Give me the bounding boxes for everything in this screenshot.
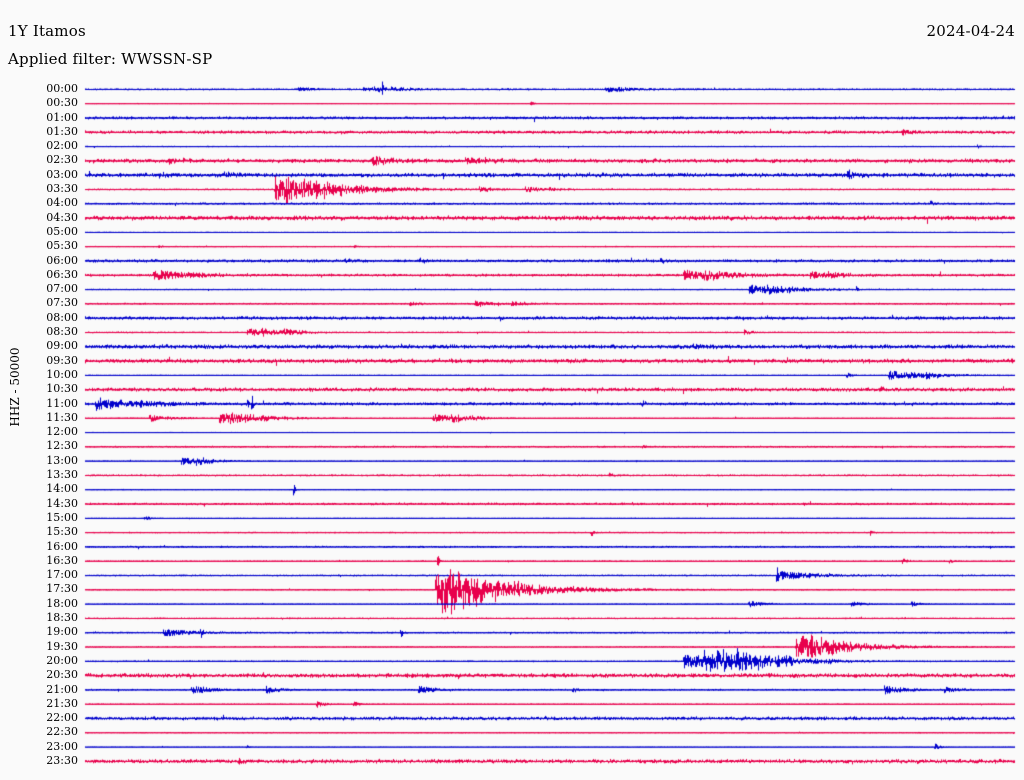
time-axis-label: 16:30 [46,553,78,567]
time-axis-label: 23:30 [46,754,78,767]
time-axis-label: 08:00 [46,310,78,324]
time-axis-label: 07:30 [46,296,78,310]
time-axis-label: 21:30 [46,696,78,710]
time-axis-label: 00:00 [46,82,78,95]
time-axis-label: 10:00 [46,367,78,381]
time-axis-label: 12:00 [46,425,78,439]
time-axis-label: 16:00 [46,539,78,553]
time-axis-label: 21:00 [46,682,78,696]
time-axis-label: 15:00 [46,510,78,524]
time-axis-label: 06:00 [46,253,78,267]
time-axis-label: 02:30 [46,153,78,167]
applied-filter-label: Applied filter: WWSSN-SP [8,50,213,68]
time-axis-label: 15:30 [46,525,78,539]
time-axis-label: 09:30 [46,353,78,367]
time-axis-label: 13:30 [46,468,78,482]
time-axis-label: 19:00 [46,625,78,639]
time-axis-label: 11:00 [46,396,78,410]
time-axis-label: 05:00 [46,224,78,238]
time-axis-label: 08:30 [46,325,78,339]
time-axis-label: 17:00 [46,568,78,582]
time-axis-label: 11:30 [46,410,78,424]
time-axis-label: 13:00 [46,453,78,467]
time-axis-label: 02:00 [46,139,78,153]
time-axis-label: 06:30 [46,267,78,281]
time-axis-label: 14:30 [46,496,78,510]
time-axis-label: 05:30 [46,239,78,253]
time-axis-label: 03:00 [46,167,78,181]
time-axis-label: 01:30 [46,124,78,138]
time-axis-label: 01:00 [46,110,78,124]
time-axis-label: 04:30 [46,210,78,224]
time-axis-label: 18:00 [46,596,78,610]
time-axis-label: 07:00 [46,282,78,296]
time-axis: 00:00 00:30 01:00 01:30 02:00 02:30 03:00 03:30… [0,0,78,780]
time-axis-label: 04:00 [46,196,78,210]
date-label: 2024-04-24 [926,22,1015,40]
time-axis-label: 03:30 [46,182,78,196]
time-axis-label: 10:30 [46,382,78,396]
time-axis-label: 20:30 [46,668,78,682]
time-axis-label: 14:00 [46,482,78,496]
time-axis-label: 22:30 [46,725,78,739]
time-axis-label: 22:00 [46,711,78,725]
time-axis-label: 20:00 [46,653,78,667]
page-title: 1Y Itamos [8,22,86,40]
time-axis-label: 18:30 [46,611,78,625]
time-axis-label: 17:30 [46,582,78,596]
time-axis-label: 00:30 [46,96,78,110]
time-axis-label: 12:30 [46,439,78,453]
time-axis-label: 09:00 [46,339,78,353]
time-axis-label: 19:30 [46,639,78,653]
time-axis-label: 23:00 [46,739,78,753]
